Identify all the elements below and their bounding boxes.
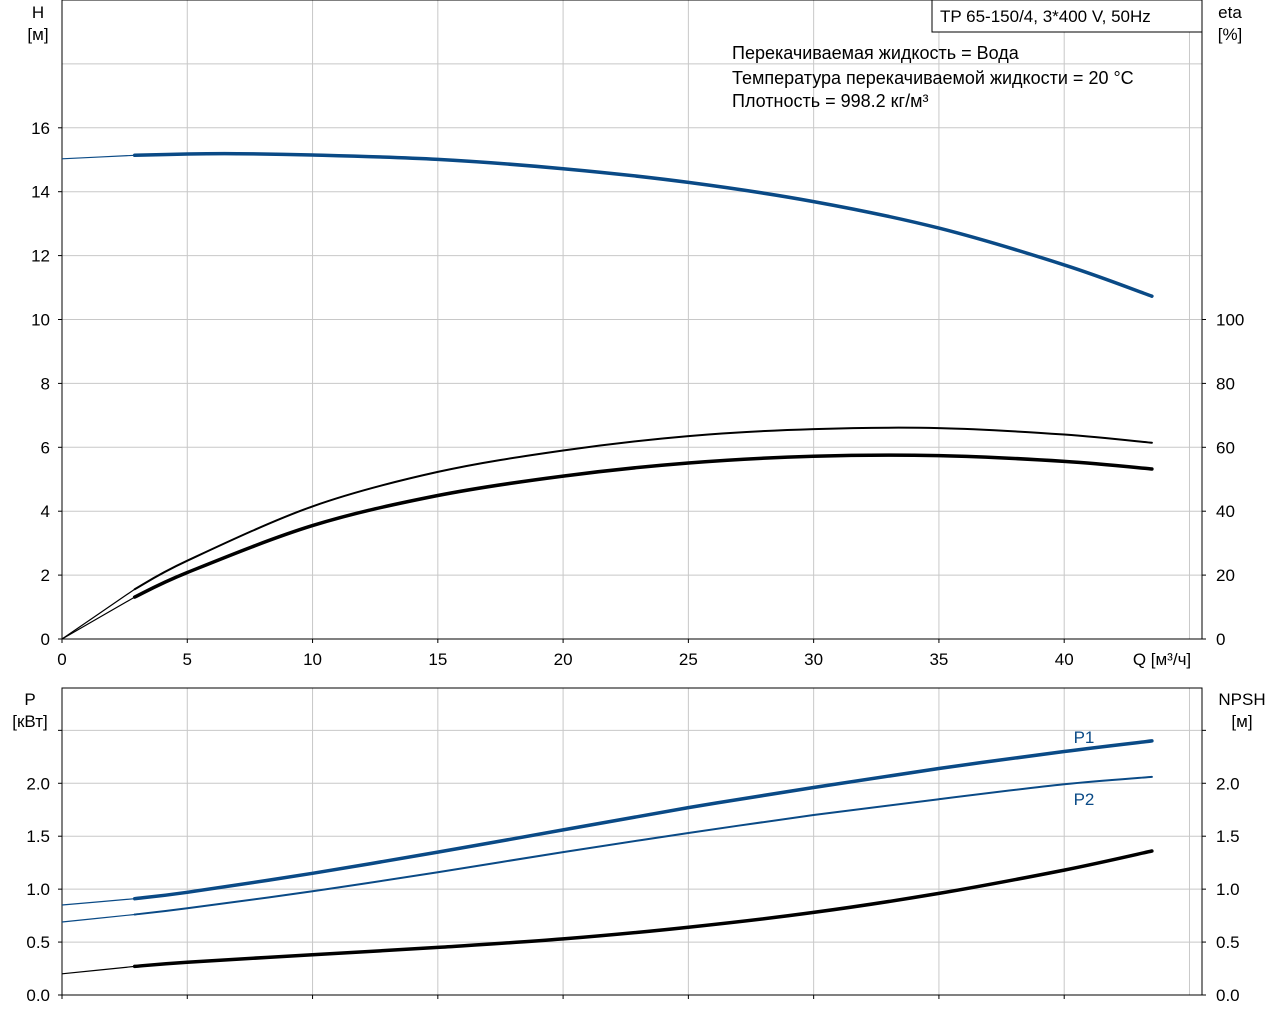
x-tick-10: 10 bbox=[303, 650, 322, 669]
top-y-left-tick-16: 16 bbox=[31, 119, 50, 138]
y-left-unit: [м] bbox=[27, 25, 48, 44]
top-series-2-extrapolation bbox=[61, 596, 135, 640]
power-npsh-grid bbox=[58, 688, 1206, 999]
y-left-label: H bbox=[32, 3, 44, 22]
power-npsh-series bbox=[61, 739, 1154, 975]
head-efficiency-panel: 0 2 4 6 8 10 12 14 16 0 20 40 60 80 100 0 5 10 15 20 25 30 35 4… bbox=[27, 0, 1244, 669]
top-y-right-tick-100: 100 bbox=[1216, 311, 1244, 330]
p-axis-unit: [кВт] bbox=[12, 712, 47, 731]
top-y-left-tick-8: 8 bbox=[41, 374, 50, 393]
power-npsh-panel: 0.0 0.5 1.0 1.5 2.0 0.0 0.5 1.0 1.5 2.0 P [кВт] N… bbox=[12, 687, 1266, 1005]
x-tick-20: 20 bbox=[554, 650, 573, 669]
head-efficiency-plot-frame bbox=[61, 0, 1203, 640]
y-right-unit: [%] bbox=[1218, 25, 1243, 44]
title-box bbox=[931, 0, 1203, 33]
bottom-y-right-tick-1: 1.0 bbox=[1216, 880, 1240, 899]
x-axis-label: Q [м³/ч] bbox=[1133, 650, 1191, 669]
npsh-axis-unit: [м] bbox=[1231, 712, 1252, 731]
info-line-density: Плотность = 998.2 кг/м³ bbox=[732, 91, 928, 111]
power-npsh-plot-frame bbox=[61, 687, 1203, 996]
series-label-p1: P1 bbox=[1074, 728, 1095, 747]
npsh-axis-label: NPSH bbox=[1218, 690, 1265, 709]
top-y-left-tick-4: 4 bbox=[41, 502, 50, 521]
x-tick-30: 30 bbox=[804, 650, 823, 669]
x-tick-35: 35 bbox=[929, 650, 948, 669]
top-series-0-line bbox=[132, 151, 1154, 298]
head-efficiency-tick-labels: 0 2 4 6 8 10 12 14 16 0 20 40 60 80 100 0 5 10 15 20 25 30 35 4… bbox=[31, 119, 1244, 669]
top-y-right-tick-60: 60 bbox=[1216, 438, 1235, 457]
bottom-y-left-tick-0: 0.0 bbox=[26, 986, 50, 1005]
bottom-y-left-tick-1-5: 1.5 bbox=[26, 827, 50, 846]
top-y-left-tick-10: 10 bbox=[31, 311, 50, 330]
bottom-series-p2-line bbox=[133, 775, 1153, 916]
p-axis-label: P bbox=[24, 690, 35, 709]
bottom-series-0-extrapolation bbox=[61, 898, 135, 906]
bottom-series-2-extrapolation bbox=[61, 965, 135, 975]
top-y-left-tick-6: 6 bbox=[41, 438, 50, 457]
series-label-p2: P2 bbox=[1074, 790, 1095, 809]
x-tick-15: 15 bbox=[428, 650, 447, 669]
bottom-series-p1-line bbox=[132, 739, 1154, 901]
bottom-series-2-line bbox=[132, 849, 1154, 969]
top-series-0-extrapolation bbox=[61, 154, 135, 160]
top-y-left-tick-12: 12 bbox=[31, 247, 50, 266]
top-series-1-extrapolation bbox=[61, 588, 136, 640]
top-y-right-tick-40: 40 bbox=[1216, 502, 1235, 521]
chart-title: TP 65-150/4, 3*400 V, 50Hz bbox=[940, 7, 1151, 26]
x-tick-25: 25 bbox=[679, 650, 698, 669]
x-tick-5: 5 bbox=[183, 650, 192, 669]
head-efficiency-grid bbox=[58, 0, 1206, 643]
top-y-left-tick-14: 14 bbox=[31, 183, 50, 202]
y-right-label: eta bbox=[1218, 3, 1242, 22]
bottom-y-left-tick-1: 1.0 bbox=[26, 880, 50, 899]
info-line-liquid: Перекачиваемая жидкость = Вода bbox=[732, 43, 1020, 63]
top-series-1-line bbox=[133, 426, 1153, 591]
bottom-y-right-tick-0: 0.0 bbox=[1216, 986, 1240, 1005]
x-tick-0: 0 bbox=[57, 650, 66, 669]
top-y-right-tick-80: 80 bbox=[1216, 374, 1235, 393]
top-series-2-line bbox=[132, 453, 1154, 599]
top-y-right-tick-20: 20 bbox=[1216, 566, 1235, 585]
bottom-y-right-tick-2: 2.0 bbox=[1216, 774, 1240, 793]
head-efficiency-series bbox=[61, 151, 1154, 640]
bottom-series-1-extrapolation bbox=[61, 913, 135, 923]
power-npsh-tick-labels: 0.0 0.5 1.0 1.5 2.0 0.0 0.5 1.0 1.5 2.0 bbox=[26, 774, 1239, 1005]
bottom-y-right-tick-1-5: 1.5 bbox=[1216, 827, 1240, 846]
bottom-y-left-tick-2: 2.0 bbox=[26, 774, 50, 793]
bottom-y-right-tick-0-5: 0.5 bbox=[1216, 933, 1240, 952]
top-y-right-tick-0: 0 bbox=[1216, 630, 1225, 649]
x-tick-40: 40 bbox=[1055, 650, 1074, 669]
info-line-temperature: Температура перекачиваемой жидкости = 20… bbox=[732, 68, 1134, 88]
top-y-left-tick-2: 2 bbox=[41, 566, 50, 585]
bottom-y-left-tick-0-5: 0.5 bbox=[26, 933, 50, 952]
top-y-left-tick-0: 0 bbox=[41, 630, 50, 649]
